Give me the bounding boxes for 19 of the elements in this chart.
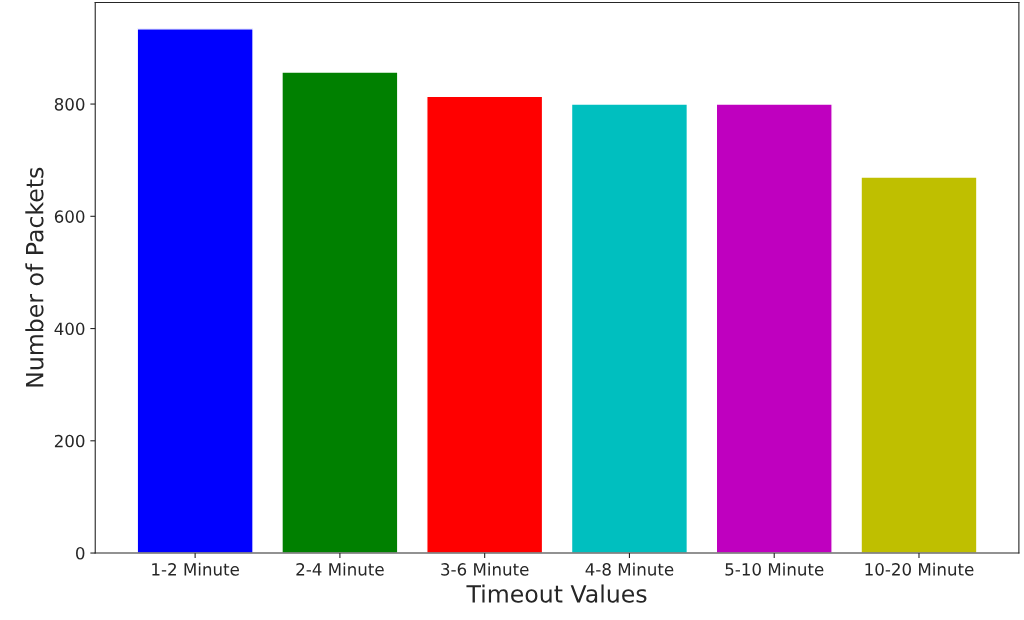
bar: [860, 176, 978, 554]
y-tick-label: 0: [76, 547, 85, 560]
bar: [136, 28, 254, 554]
bar: [281, 71, 399, 554]
x-tick-label: 3-6 Minute: [441, 562, 529, 576]
y-tick-label: 800: [54, 98, 85, 111]
x-tick-label: 1-2 Minute: [152, 562, 239, 576]
x-axis-title: Timeout Values: [466, 584, 647, 603]
bar: [426, 95, 544, 554]
y-axis-title: Number of Packets: [25, 167, 44, 387]
x-tick-label: 5-10 Minute: [725, 562, 824, 576]
x-tick-label: 10-20 Minute: [865, 562, 974, 576]
y-tick-label: 200: [54, 434, 85, 448]
x-tick-label: 2-4 Minute: [296, 562, 384, 576]
bar: [715, 103, 833, 554]
x-tick-label: 4-8 Minute: [585, 562, 674, 576]
bar: [570, 103, 689, 554]
y-tick-label: 600: [54, 210, 85, 223]
y-tick-label: 400: [54, 322, 85, 336]
